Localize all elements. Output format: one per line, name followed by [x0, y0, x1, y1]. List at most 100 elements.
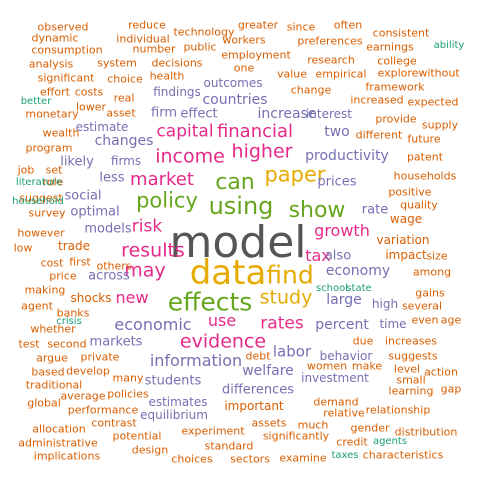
word-quality: quality	[400, 198, 438, 212]
word-less: less	[99, 170, 125, 186]
word-characteristics: characteristics	[362, 448, 444, 462]
word-risk: risk	[131, 216, 163, 237]
word-also: also	[324, 248, 352, 264]
word-make: make	[351, 359, 383, 373]
word-sectors: sectors	[230, 452, 270, 466]
word-evidence: evidence	[179, 330, 267, 353]
word-framework: framework	[365, 80, 425, 94]
word-decisions: decisions	[151, 56, 203, 70]
word-potential: potential	[112, 429, 162, 443]
word-college: college	[377, 54, 417, 68]
word-level: level	[393, 362, 421, 376]
word-policy: policy	[136, 188, 198, 213]
word-argue: argue	[36, 351, 68, 365]
word-patent: patent	[406, 150, 444, 164]
word-high: high	[371, 297, 399, 311]
word-economy: economy	[325, 263, 391, 279]
word-health: health	[149, 69, 185, 83]
word-markets: markets	[89, 334, 143, 350]
word-test: test	[18, 337, 40, 351]
word-equilibrium: equilibrium	[140, 408, 208, 422]
word-design: design	[131, 443, 169, 457]
word-gender: gender	[350, 421, 390, 435]
word-consistent: consistent	[372, 26, 430, 40]
word-private: private	[80, 350, 120, 364]
word-second: second	[47, 337, 87, 351]
word-outcomes: outcomes	[203, 76, 263, 90]
word-supply: supply	[421, 118, 459, 132]
word-job: job	[17, 163, 35, 177]
word-greater: greater	[237, 18, 279, 32]
word-paper: paper	[264, 162, 326, 187]
word-effect: effect	[180, 106, 218, 122]
word-differences: differences	[221, 382, 295, 398]
word-across: across	[88, 268, 130, 284]
word-two: two	[324, 124, 350, 140]
word-wage: wage	[389, 212, 423, 226]
word-rate: rate	[361, 202, 389, 218]
word-welfare: welfare	[242, 363, 294, 379]
word-preferences: preferences	[297, 34, 363, 48]
word-use: use	[207, 311, 237, 330]
word-role: role	[42, 175, 64, 189]
word-significant: significant	[37, 71, 95, 85]
word-rates: rates	[260, 313, 304, 334]
word-size: size	[426, 249, 448, 263]
word-gap: gap	[440, 382, 462, 396]
word-experiment: experiment	[181, 424, 245, 438]
word-choice: choice	[107, 72, 143, 86]
word-relationship: relationship	[365, 403, 431, 417]
word-likely: likely	[60, 154, 94, 170]
word-behavior: behavior	[319, 349, 373, 363]
word-effort: effort	[40, 85, 70, 99]
word-study: study	[259, 286, 313, 309]
word-countries: countries	[202, 92, 268, 108]
word-costs: costs	[74, 85, 104, 99]
word-financial: financial	[216, 121, 294, 142]
word-without: without	[418, 66, 460, 80]
word-making: making	[24, 283, 66, 297]
word-contrast: contrast	[91, 416, 137, 430]
word-changes: changes	[94, 133, 154, 149]
word-school: school	[315, 283, 349, 294]
word-labor: labor	[272, 342, 312, 361]
word-examine: examine	[279, 451, 327, 465]
word-traditional: traditional	[25, 378, 83, 392]
word-suggests: suggests	[388, 349, 438, 363]
word-information: information	[149, 351, 243, 370]
word-demand: demand	[313, 395, 359, 409]
word-model: model	[169, 217, 307, 268]
word-credit: credit	[336, 435, 368, 449]
word-income: income	[155, 145, 225, 168]
word-develop: develop	[66, 364, 110, 378]
word-earnings: earnings	[366, 40, 414, 54]
word-assets: assets	[251, 416, 287, 430]
word-reduce: reduce	[128, 18, 166, 32]
word-relative: relative	[323, 406, 365, 420]
word-first: first	[69, 255, 91, 269]
word-since: since	[286, 20, 316, 34]
word-monetary: monetary	[25, 107, 79, 121]
word-allocation: allocation	[32, 422, 86, 436]
word-percent: percent	[315, 317, 369, 333]
word-positive: positive	[388, 185, 432, 199]
word-among: among	[412, 265, 452, 279]
word-number: number	[132, 42, 176, 56]
word-suggest: suggest	[19, 191, 63, 205]
word-show: show	[288, 198, 346, 223]
word-interest: interest	[305, 107, 353, 121]
word-economic: economic	[114, 315, 192, 334]
word-literature: literature	[15, 177, 63, 188]
word-students: students	[144, 373, 202, 389]
word-prices: prices	[317, 174, 357, 190]
word-observed: observed	[37, 20, 89, 34]
word-several: several	[401, 299, 443, 313]
word-dynamic: dynamic	[31, 31, 79, 45]
word-state: state	[346, 283, 372, 294]
word-however: however	[17, 226, 65, 240]
word-estimates: estimates	[148, 395, 208, 409]
word-survey: survey	[28, 206, 66, 220]
word-empirical: empirical	[315, 67, 367, 81]
word-employment: employment	[221, 48, 291, 62]
